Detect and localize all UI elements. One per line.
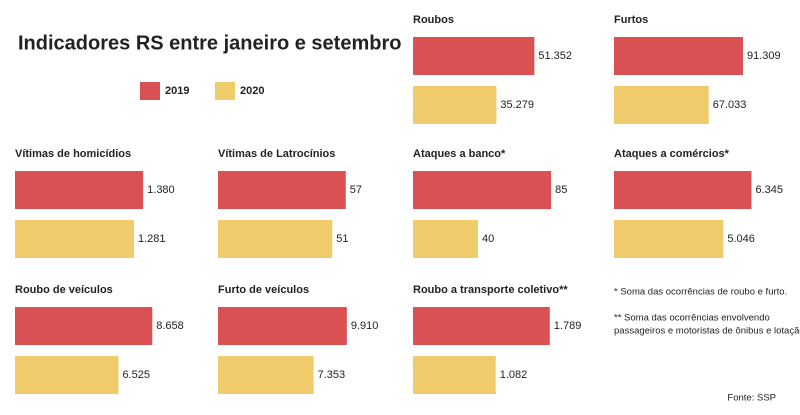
bar (218, 356, 314, 394)
value-label: 9.910 (351, 320, 379, 332)
bar (15, 356, 119, 394)
page-title: Indicadores RS entre janeiro e setembro (18, 32, 401, 54)
panel-title: Roubo a transporte coletivo** (413, 284, 568, 296)
bar (218, 171, 346, 209)
value-label: 35.279 (500, 99, 534, 111)
source: Fonte: SSP (727, 393, 776, 404)
value-label: 57 (350, 184, 362, 196)
value-label: 91.309 (747, 50, 781, 62)
legend-label: 2020 (240, 85, 264, 97)
panel-title: Furto de veículos (218, 284, 309, 296)
panel-title: Roubo de veículos (15, 284, 113, 296)
bar (413, 86, 497, 124)
bar (614, 220, 724, 258)
bar (614, 37, 744, 75)
bar (413, 356, 496, 394)
value-label: 6.525 (122, 369, 150, 381)
bar (15, 220, 134, 258)
value-label: 85 (555, 184, 567, 196)
value-label: 1.082 (500, 369, 528, 381)
value-label: 8.658 (156, 320, 184, 332)
legend-swatch (140, 82, 160, 100)
panel-title: Furtos (614, 14, 648, 26)
panel-title: Vítimas de Latrocínios (218, 148, 335, 160)
value-label: 1.281 (138, 233, 166, 245)
bar (218, 307, 347, 345)
bar (413, 220, 478, 258)
value-label: 1.789 (554, 320, 582, 332)
value-label: 51.352 (538, 50, 572, 62)
note: passageiros e motoristas de ônibus e lot… (614, 326, 800, 337)
value-label: 51 (336, 233, 348, 245)
bar (614, 171, 752, 209)
panel-title: Vítimas de homicídios (15, 148, 131, 160)
panel-title: Ataques a banco* (413, 148, 506, 160)
legend-label: 2019 (165, 85, 189, 97)
value-label: 1.380 (147, 184, 175, 196)
bar (413, 307, 550, 345)
bar (15, 307, 153, 345)
bar (15, 171, 144, 209)
bar (218, 220, 333, 258)
value-label: 67.033 (713, 99, 747, 111)
note: * Soma das ocorrências de roubo e furto. (614, 287, 787, 298)
value-label: 6.345 (755, 184, 783, 196)
value-label: 40 (482, 233, 494, 245)
legend-swatch (215, 82, 235, 100)
panel-title: Roubos (413, 14, 454, 26)
value-label: 7.353 (318, 369, 346, 381)
panel-title: Ataques a comércios* (614, 148, 730, 160)
bar (413, 171, 552, 209)
bar (614, 86, 709, 124)
value-label: 5.046 (727, 233, 755, 245)
bar (413, 37, 535, 75)
note: ** Soma das ocorrências envolvendo (614, 313, 770, 324)
